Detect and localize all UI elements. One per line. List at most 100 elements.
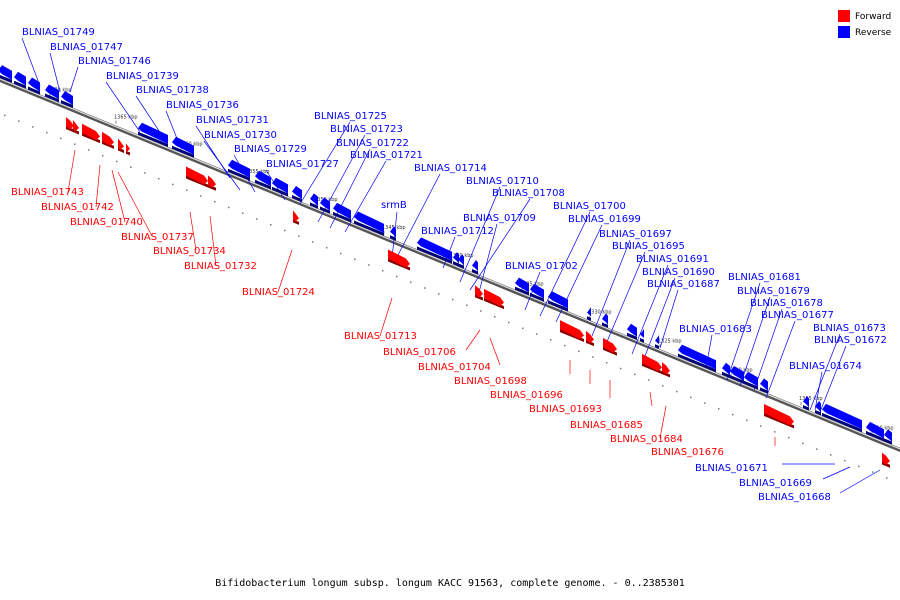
guide-dot (32, 126, 34, 128)
legend-reverse-swatch (838, 26, 850, 38)
reverse-gene-label: srmB (381, 200, 407, 211)
reverse-gene (744, 371, 758, 390)
forward-gene-label: BLNIAS_01737 (121, 232, 194, 243)
tick-label: 1365 kbp (114, 115, 138, 121)
reverse-gene-label: BLNIAS_01681 (728, 272, 801, 283)
leader-line (809, 333, 841, 411)
guide-dot (228, 206, 230, 209)
reverse-gene-label: BLNIAS_01672 (814, 335, 887, 346)
legend-forward-swatch (838, 10, 850, 22)
reverse-gene (627, 323, 637, 340)
leader-line (397, 173, 441, 256)
reverse-gene-label: BLNIAS_01708 (492, 188, 565, 199)
guide-dot (578, 350, 580, 353)
reverse-gene-label: BLNIAS_01679 (737, 286, 810, 297)
guide-dot (382, 270, 384, 272)
leader-line (631, 264, 669, 355)
guide-dot (494, 316, 496, 318)
reverse-gene-label: BLNIAS_01747 (50, 42, 123, 53)
tick-label: 1315 kbp (799, 396, 823, 402)
guide-dot (690, 396, 692, 399)
guide-dot (858, 465, 860, 468)
gene-labels: BLNIAS_01749 BLNIAS_01747 BLNIAS_01746 BLNI… (11, 27, 887, 503)
guide-dot (550, 339, 552, 341)
forward-gene-label: BLNIAS_01734 (153, 246, 226, 257)
leader-line (753, 308, 783, 391)
leader-line (299, 121, 351, 205)
guide-dot (634, 373, 636, 376)
leader-line (489, 337, 501, 366)
guide-dot (522, 327, 524, 330)
guide-dot (46, 131, 48, 134)
reverse-gene-label: BLNIAS_01710 (466, 176, 539, 187)
reverse-gene (730, 366, 744, 384)
guide-dot (144, 172, 146, 174)
reverse-gene (14, 71, 26, 89)
reverse-gene-label: BLNIAS_01668 (758, 492, 831, 503)
leader-line (459, 186, 501, 283)
leader-line (822, 466, 851, 480)
tick-label: 1335 kbp (520, 282, 544, 288)
reverse-gene (472, 259, 478, 275)
reverse-gene (602, 313, 608, 328)
guide-dot (718, 408, 720, 410)
guide-dot (438, 293, 440, 295)
leader-line (591, 239, 631, 337)
guide-dot (242, 212, 244, 214)
guide-dot (774, 431, 776, 433)
reverse-gene-label: BLNIAS_01727 (266, 159, 339, 170)
forward-gene (764, 404, 794, 429)
reverse-gene (0, 65, 12, 83)
reverse-gene-label: BLNIAS_01746 (78, 56, 151, 67)
reverse-gene-label: BLNIAS_01700 (553, 201, 626, 212)
reverse-gene-label: BLNIAS_01669 (739, 478, 812, 489)
reverse-gene-label: BLNIAS_01731 (196, 115, 269, 126)
guide-dot (410, 281, 412, 284)
forward-gene-label: BLNIAS_01713 (344, 331, 417, 342)
reverse-gene (815, 400, 821, 416)
forward-gene-label: BLNIAS_01742 (41, 202, 114, 213)
leader-line (659, 289, 679, 349)
reverse-gene (884, 429, 892, 445)
guide-dot (746, 419, 748, 422)
forward-gene (882, 452, 890, 468)
reverse-gene (138, 122, 168, 148)
reverse-gene (803, 396, 809, 411)
genome-backbone (0, 77, 900, 453)
forward-gene (186, 166, 208, 188)
reverse-gene-label: BLNIAS_01723 (330, 124, 403, 135)
forward-gene (475, 285, 483, 301)
tick-label: 1330 kbp (588, 309, 612, 315)
guide-dot (676, 390, 678, 393)
leader-line (117, 171, 153, 237)
guide-dot (340, 252, 342, 255)
reverse-gene (354, 211, 384, 236)
guide-dot (284, 229, 286, 232)
reverse-gene (515, 277, 529, 296)
guide-dot (102, 154, 104, 157)
leader-line (21, 37, 41, 87)
guide-dot (704, 402, 706, 404)
guide-dot (18, 120, 20, 122)
guide-dot (508, 321, 510, 324)
guide-dot (186, 189, 188, 191)
leader-line (469, 198, 531, 291)
guide-dot (816, 448, 818, 450)
reverse-gene (587, 307, 591, 321)
forward-gene (388, 249, 410, 271)
guide-dot (200, 195, 202, 197)
backbone-highlight (0, 78, 900, 450)
guide-dot (592, 356, 594, 358)
forward-gene (66, 117, 74, 133)
reverse-gene-label: BLNIAS_01722 (336, 138, 409, 149)
reverse-gene (453, 252, 459, 267)
gene-arrows (0, 65, 892, 468)
reverse-gene (272, 177, 288, 197)
leader-line (644, 277, 676, 357)
leader-line (605, 251, 646, 345)
leader-line (819, 345, 847, 413)
guide-dot (4, 114, 6, 117)
reverse-gene (678, 344, 716, 373)
forward-gene-label: BLNIAS_01676 (651, 447, 724, 458)
reverse-gene (333, 202, 351, 223)
